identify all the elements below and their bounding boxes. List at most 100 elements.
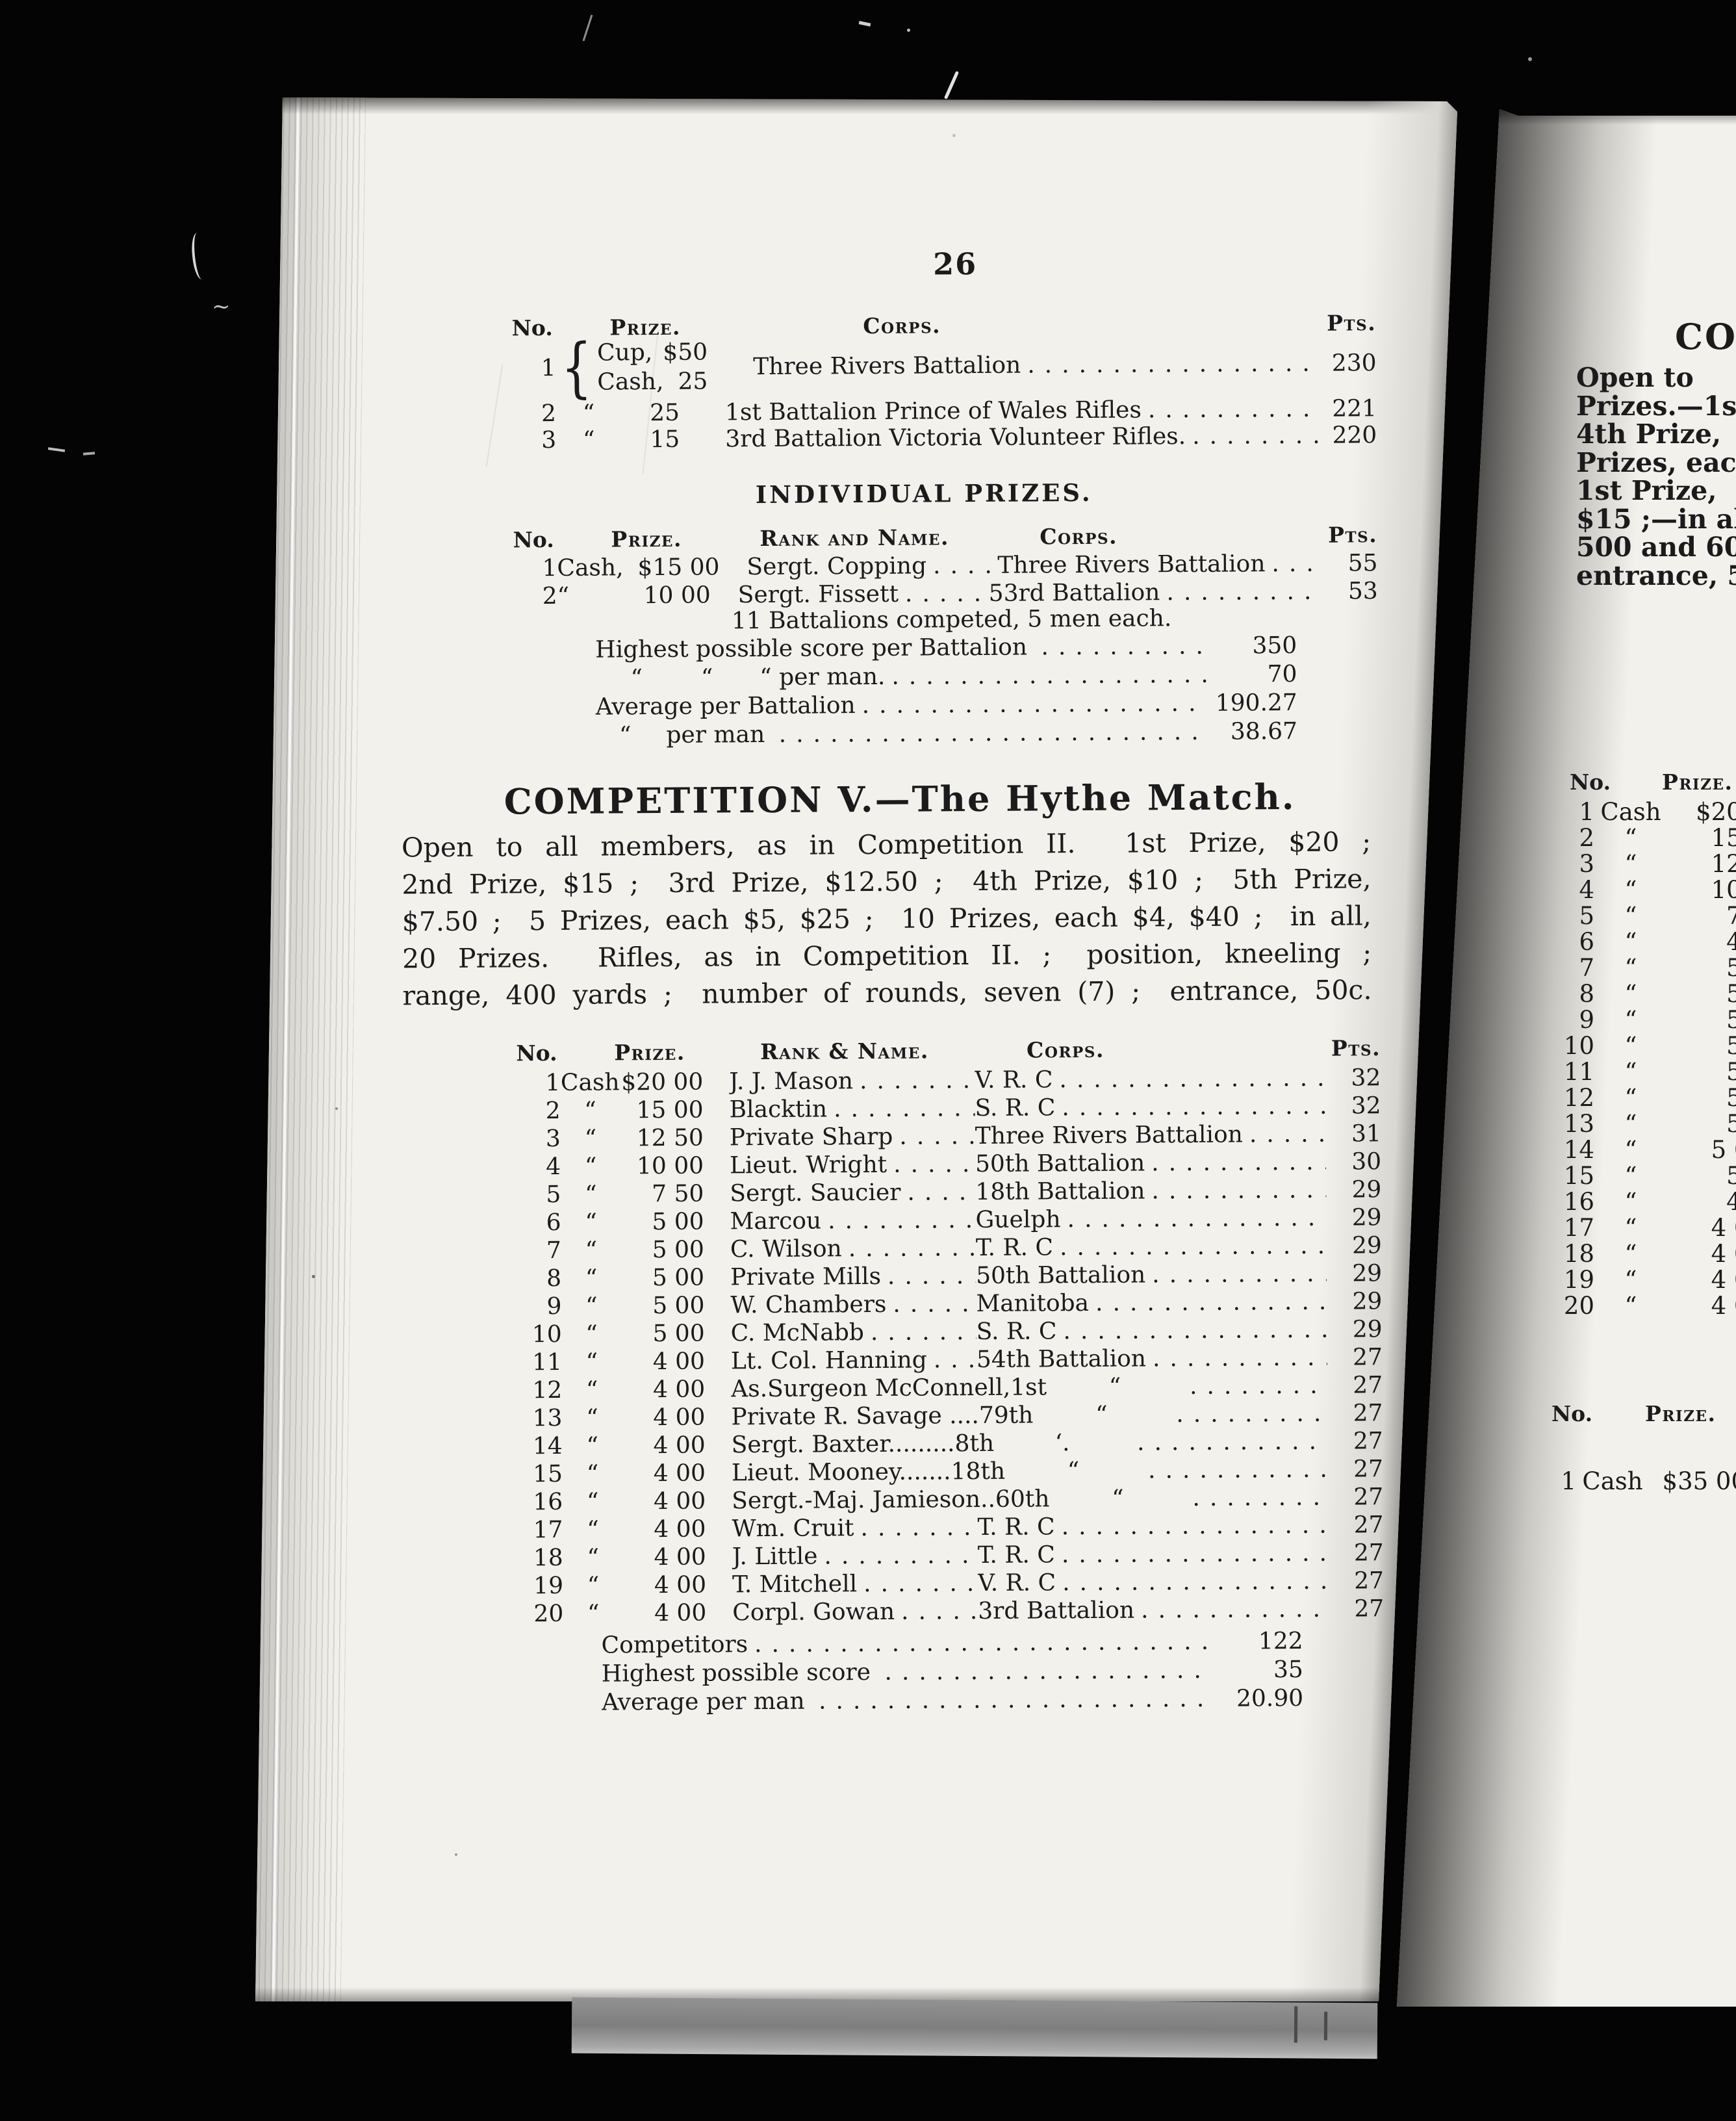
paragraph-line: Open to (1576, 362, 1694, 393)
col-rank: Rank and Name. (760, 524, 950, 552)
row-amount: 5 0 (1726, 1058, 1736, 1086)
dot-leader (927, 1346, 976, 1374)
row-amount: 10 00 (643, 582, 711, 610)
right-row: 3 “ 12 5 (1550, 851, 1736, 877)
dot-leader (893, 1122, 975, 1151)
row-cash: “ (1624, 1162, 1637, 1190)
row-cash: “ (1624, 1266, 1637, 1294)
scratch-artifact (858, 21, 871, 27)
row-amount: 4 00 (652, 1376, 706, 1404)
row-cash: “ (585, 1237, 598, 1264)
right-row: 11 “ 5 0 (1550, 1059, 1736, 1085)
summary-label: “ “ “ per man. (595, 663, 886, 692)
row-corps: 54th Battalion (976, 1345, 1147, 1374)
paper-speck (312, 1275, 315, 1278)
col-prize: Prize. (1645, 1401, 1717, 1426)
summary-row: Highest possible score per Battalion 350 (595, 632, 1297, 665)
row-amount: 5 0 (1726, 954, 1736, 982)
match-table-rows: 1 Cash $20 00 J. J. Mason V. R. C 32 2 “… (513, 1064, 1385, 1628)
dot-leader (1142, 395, 1321, 424)
row-name: Private Sharp (729, 1123, 893, 1151)
row-name: Lieut. Wright (729, 1151, 887, 1179)
row-pts: 29 (1351, 1204, 1382, 1231)
paragraph-line: 2nd Prize, $15 ; 3rd Prize, $12.50 ; 4th… (402, 863, 1372, 901)
paragraph-line: entrance, 50 (1576, 559, 1736, 591)
scratch-artifact (47, 447, 66, 452)
row-corps: S. R. C (976, 1318, 1057, 1346)
row-amount: $35 00 (1662, 1467, 1736, 1495)
dot-leader (827, 1094, 975, 1123)
dot-leader (1130, 1428, 1328, 1457)
summary-label: Highest possible score per Battalion (595, 634, 1035, 663)
right-table-rows: 1 Cash $20 0 2 “ 15 0 3 “ 12 5 4 (1397, 799, 1736, 1319)
right-row: 8 “ 5 0 (1550, 981, 1736, 1007)
row-name: Corpl. Gowan (732, 1598, 895, 1626)
row-no: 12 (1563, 1084, 1594, 1112)
summary-row: “ per man 38.67 (596, 717, 1297, 751)
row-corps: 18th Battalion (975, 1177, 1145, 1206)
dot-leader (881, 1262, 976, 1291)
dot-leader (1089, 1288, 1327, 1317)
row-name: J. J. Mason (729, 1068, 854, 1096)
row-cash: “ (587, 1544, 600, 1571)
row-corps: V. R. C (975, 1066, 1053, 1094)
row-amount: 5 0 (1726, 1006, 1736, 1034)
row-amount: 4 00 (653, 1432, 706, 1459)
dot-leader (812, 1685, 1212, 1716)
competition-heading: COMPETITION V.—The Hythe Match. (504, 776, 1296, 823)
row-cash: “ (584, 1125, 597, 1152)
paper-speck (335, 1107, 338, 1110)
ditto-mark: “ (582, 400, 595, 427)
paragraph-line: Prizes.—1st (1576, 390, 1736, 422)
right-row: 6 “ 4 0 (1550, 929, 1736, 955)
dot-leader (864, 1318, 976, 1346)
row-cash: “ (587, 1600, 600, 1627)
team-corps: 1st Battalion Prince of Wales Rifles (724, 396, 1142, 426)
row-amount: 4 00 (652, 1348, 706, 1376)
dot-leader (1134, 1595, 1329, 1625)
dot-leader (1145, 1176, 1326, 1205)
row-no: 7 (1579, 954, 1594, 982)
row-amount: 4 00 (1711, 1292, 1736, 1320)
dot-leader (1169, 1400, 1327, 1428)
right-paragraph: Open to Prizes.—1st 4th Prize, Prizes, e… (1576, 362, 1736, 591)
row-corps: Manitoba (976, 1289, 1090, 1318)
row-no: 8 (1579, 980, 1594, 1008)
right-table2-row: 1 Cash $35 00 (1532, 1469, 1736, 1495)
row-corps: S. R. C (975, 1094, 1056, 1122)
row-no: 10 (531, 1320, 562, 1348)
row-amount: 12 5 (1711, 850, 1736, 878)
row-pts: 30 (1351, 1148, 1382, 1176)
brace-glyph: { (561, 329, 593, 405)
row-cash: “ (1624, 1084, 1637, 1112)
summary-row: Competitors 122 (601, 1627, 1303, 1660)
row-cash: “ (587, 1572, 600, 1599)
team-corps: 3rd Battalion Victoria Volunteer Rifles. (725, 423, 1186, 453)
row-name: As.Surgeon McConnell,1st (731, 1374, 1047, 1403)
col-no: No. (1570, 769, 1611, 795)
dot-leader (1056, 1316, 1327, 1346)
row-cash: “ (584, 1153, 597, 1180)
row-cash: Cash (1582, 1467, 1643, 1495)
row-amount: 10 0 (1711, 876, 1736, 904)
row-corps: 50th Battalion (976, 1261, 1146, 1290)
row-cash: “ (1624, 1188, 1637, 1216)
col-prize: Prize. (611, 526, 683, 552)
team-corps: Three Rivers Battalion (753, 352, 1021, 380)
row-cash: “ (1624, 902, 1637, 930)
row-name: W. Chambers (730, 1291, 887, 1319)
row-pts: 32 (1351, 1064, 1381, 1092)
row-no: 11 (531, 1348, 563, 1376)
row-amount: 15 00 (636, 1096, 704, 1124)
row-name: Blacktin (729, 1096, 828, 1124)
dot-leader (886, 1290, 976, 1318)
row-pts: 53 (1347, 578, 1378, 605)
row-cash: “ (585, 1348, 598, 1376)
dot-leader (853, 1066, 975, 1095)
dust-speck (1528, 57, 1532, 61)
row-amount: 5 00 (652, 1292, 705, 1320)
row-pts: 32 (1351, 1092, 1381, 1120)
right-row: 12 “ 5 0 (1550, 1085, 1736, 1111)
dot-leader (1055, 1539, 1329, 1569)
